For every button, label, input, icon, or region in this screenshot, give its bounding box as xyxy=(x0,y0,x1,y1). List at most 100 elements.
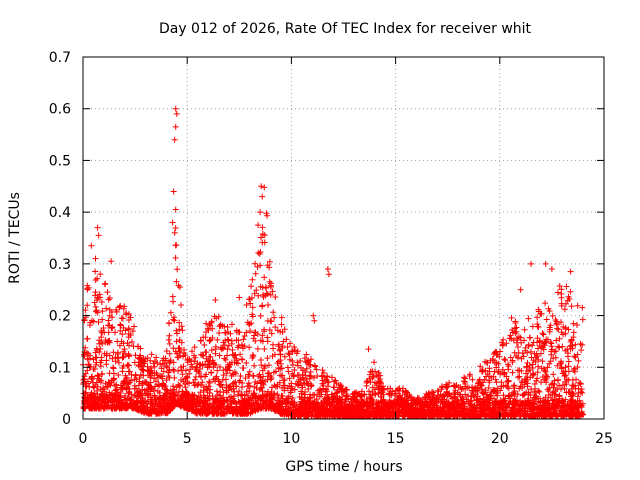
data-point xyxy=(272,294,279,301)
data-point xyxy=(307,356,314,363)
x-tick-label: 5 xyxy=(183,431,192,447)
data-point xyxy=(125,390,132,397)
data-point xyxy=(284,364,291,371)
data-point xyxy=(303,351,310,358)
data-point xyxy=(174,354,181,361)
data-point xyxy=(286,351,293,358)
x-tick-label: 0 xyxy=(79,431,88,447)
data-point xyxy=(324,373,331,380)
data-point xyxy=(238,392,245,399)
data-point xyxy=(243,388,250,395)
data-point xyxy=(92,354,99,361)
data-point xyxy=(503,340,510,347)
data-point xyxy=(269,288,276,295)
data-point xyxy=(266,258,273,265)
data-point xyxy=(147,365,154,372)
data-point xyxy=(507,354,514,361)
data-point xyxy=(469,389,476,396)
data-point xyxy=(116,342,123,349)
data-point xyxy=(259,332,266,339)
data-point xyxy=(578,347,585,354)
data-point xyxy=(95,319,102,326)
data-point xyxy=(250,372,257,379)
x-tick-label: 10 xyxy=(282,431,300,447)
data-point xyxy=(224,336,231,343)
data-point xyxy=(179,371,186,378)
data-point xyxy=(208,347,215,354)
data-point xyxy=(166,350,173,357)
data-point xyxy=(558,294,565,301)
data-point xyxy=(136,374,143,381)
y-tick-label: 0.2 xyxy=(49,309,71,325)
data-point xyxy=(170,298,177,305)
data-point xyxy=(540,331,547,338)
data-point xyxy=(155,381,162,388)
x-tick-label: 25 xyxy=(595,431,613,447)
data-point xyxy=(556,344,563,351)
data-point xyxy=(99,308,106,315)
data-point xyxy=(182,367,189,374)
data-point xyxy=(216,352,223,359)
data-point xyxy=(99,316,106,323)
data-point xyxy=(206,378,213,385)
data-point xyxy=(477,363,484,370)
data-point xyxy=(177,352,184,359)
data-point xyxy=(120,324,127,331)
data-point xyxy=(165,336,172,343)
data-point xyxy=(543,316,550,323)
data-point xyxy=(231,359,238,366)
x-axis-label: GPS time / hours xyxy=(285,459,402,475)
data-point xyxy=(224,346,231,353)
data-point xyxy=(243,302,250,309)
data-point xyxy=(240,336,247,343)
data-point xyxy=(239,365,246,372)
data-point xyxy=(214,336,221,343)
data-point xyxy=(179,327,186,334)
x-tick-label: 15 xyxy=(387,431,405,447)
data-point xyxy=(228,337,235,344)
data-point xyxy=(223,370,230,377)
data-points xyxy=(80,105,587,420)
data-point xyxy=(284,343,291,350)
data-point xyxy=(313,396,320,403)
data-point xyxy=(158,365,165,372)
data-point xyxy=(492,376,499,383)
y-axis-label: ROTI / TECUs xyxy=(7,192,23,284)
data-point xyxy=(415,395,422,402)
data-point xyxy=(570,320,577,327)
data-point xyxy=(208,319,215,326)
data-point xyxy=(104,289,111,296)
data-point xyxy=(558,302,565,309)
data-point xyxy=(555,326,562,333)
data-point xyxy=(557,319,564,326)
data-point xyxy=(207,353,214,360)
data-point xyxy=(301,391,308,398)
data-point xyxy=(246,344,253,351)
data-point xyxy=(268,330,275,337)
data-point xyxy=(301,355,308,362)
data-point xyxy=(307,373,314,380)
data-point xyxy=(199,379,206,386)
data-point xyxy=(366,388,373,395)
data-point xyxy=(221,355,228,362)
data-point xyxy=(137,371,144,378)
data-point xyxy=(93,307,100,314)
data-point xyxy=(110,349,117,356)
data-point xyxy=(166,332,173,339)
y-tick-label: 0 xyxy=(62,412,71,428)
data-point xyxy=(124,361,131,368)
data-point xyxy=(163,377,170,384)
data-point xyxy=(160,368,167,375)
data-point xyxy=(392,387,399,394)
data-point xyxy=(303,365,310,372)
data-point xyxy=(525,315,532,322)
data-point xyxy=(131,323,138,330)
y-tick-label: 0.5 xyxy=(49,153,71,169)
chart-title: Day 012 of 2026, Rate Of TEC Index for r… xyxy=(159,21,532,37)
data-point xyxy=(92,303,99,310)
data-point xyxy=(563,283,570,290)
data-point xyxy=(84,367,91,374)
data-point xyxy=(126,368,133,375)
data-point xyxy=(281,353,288,360)
y-tick-label: 0.6 xyxy=(49,102,71,118)
